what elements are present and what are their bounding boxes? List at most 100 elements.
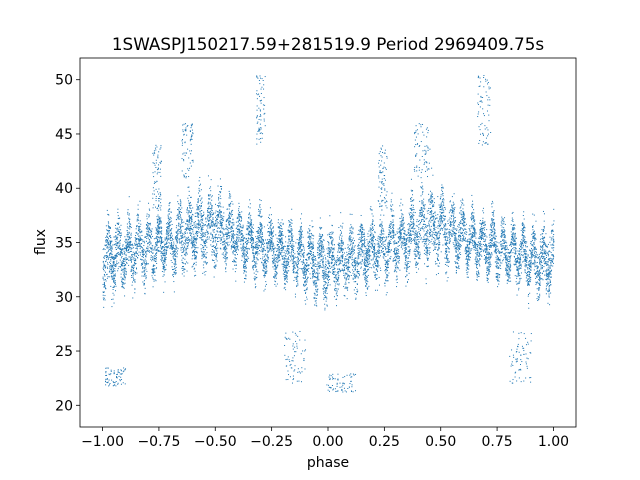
data-point xyxy=(519,261,521,263)
data-point xyxy=(346,251,348,253)
data-point xyxy=(370,259,372,261)
data-point xyxy=(518,251,520,253)
data-point xyxy=(489,263,491,265)
data-point xyxy=(179,227,181,229)
data-point xyxy=(329,251,331,253)
data-point xyxy=(253,277,255,279)
data-point xyxy=(187,228,189,230)
data-point xyxy=(514,232,516,234)
data-point xyxy=(268,231,270,233)
data-point xyxy=(122,287,124,289)
data-point xyxy=(275,250,277,252)
data-point xyxy=(476,279,478,281)
data-point xyxy=(105,257,107,258)
data-point xyxy=(503,253,505,255)
data-point xyxy=(343,269,345,271)
data-point xyxy=(363,232,365,234)
data-point xyxy=(308,246,310,248)
data-point xyxy=(482,236,484,238)
data-point xyxy=(123,276,125,278)
data-point xyxy=(387,275,389,277)
data-point xyxy=(330,237,332,239)
data-point xyxy=(450,235,452,237)
data-point xyxy=(224,255,226,257)
data-point xyxy=(203,213,205,215)
data-point xyxy=(300,236,302,238)
data-point xyxy=(262,265,264,267)
data-point xyxy=(108,222,110,224)
data-point xyxy=(377,242,379,244)
data-point xyxy=(440,225,442,227)
data-point xyxy=(151,260,153,262)
data-point xyxy=(272,227,274,229)
data-point xyxy=(460,253,462,255)
data-point xyxy=(279,224,281,226)
data-point xyxy=(156,245,158,247)
data-point xyxy=(107,224,109,226)
data-point xyxy=(109,266,111,268)
data-point xyxy=(315,290,317,292)
data-point xyxy=(142,248,144,250)
data-point xyxy=(298,231,300,233)
data-point xyxy=(426,251,428,253)
data-point xyxy=(134,272,136,273)
data-point xyxy=(525,264,527,266)
data-point xyxy=(441,212,443,214)
data-point xyxy=(120,253,122,255)
data-point xyxy=(369,227,371,229)
data-point xyxy=(344,260,346,262)
data-point xyxy=(431,235,433,237)
data-point xyxy=(387,242,389,244)
data-point xyxy=(230,228,232,230)
data-point xyxy=(245,274,247,276)
data-point xyxy=(326,278,328,280)
data-point xyxy=(240,247,242,249)
data-point xyxy=(295,278,297,280)
data-point xyxy=(206,256,207,258)
data-point xyxy=(411,200,413,202)
data-point xyxy=(112,262,114,264)
data-point xyxy=(454,233,456,235)
data-point xyxy=(144,272,146,274)
data-point xyxy=(270,224,272,226)
data-point xyxy=(498,267,500,269)
data-point xyxy=(376,259,378,261)
data-point xyxy=(226,248,228,250)
data-point xyxy=(486,278,488,279)
data-point xyxy=(335,263,337,265)
data-point xyxy=(285,268,287,270)
data-point xyxy=(540,260,542,262)
data-point xyxy=(546,269,548,271)
data-point xyxy=(476,258,478,260)
data-point xyxy=(371,232,373,234)
data-point xyxy=(484,254,486,256)
data-point xyxy=(491,239,493,241)
data-point xyxy=(276,254,278,256)
data-point xyxy=(202,272,204,274)
data-point xyxy=(324,290,326,292)
data-point xyxy=(238,228,240,230)
data-point xyxy=(187,239,189,241)
data-point xyxy=(169,224,171,226)
data-point xyxy=(281,234,283,236)
data-point xyxy=(264,259,266,261)
data-point xyxy=(313,284,315,286)
data-point xyxy=(261,261,263,263)
data-point xyxy=(171,223,173,225)
data-point xyxy=(233,241,235,243)
data-point xyxy=(258,208,260,210)
data-point xyxy=(129,242,131,244)
data-point xyxy=(178,232,180,234)
data-point xyxy=(246,243,248,245)
data-point xyxy=(258,239,260,241)
data-point xyxy=(340,270,342,272)
data-point xyxy=(498,259,500,261)
data-point xyxy=(241,218,243,220)
data-point xyxy=(111,256,113,258)
data-point xyxy=(216,254,218,256)
data-point xyxy=(246,228,248,230)
data-point xyxy=(228,214,230,216)
data-point xyxy=(442,234,444,236)
data-point xyxy=(524,272,526,274)
data-point xyxy=(249,222,251,224)
